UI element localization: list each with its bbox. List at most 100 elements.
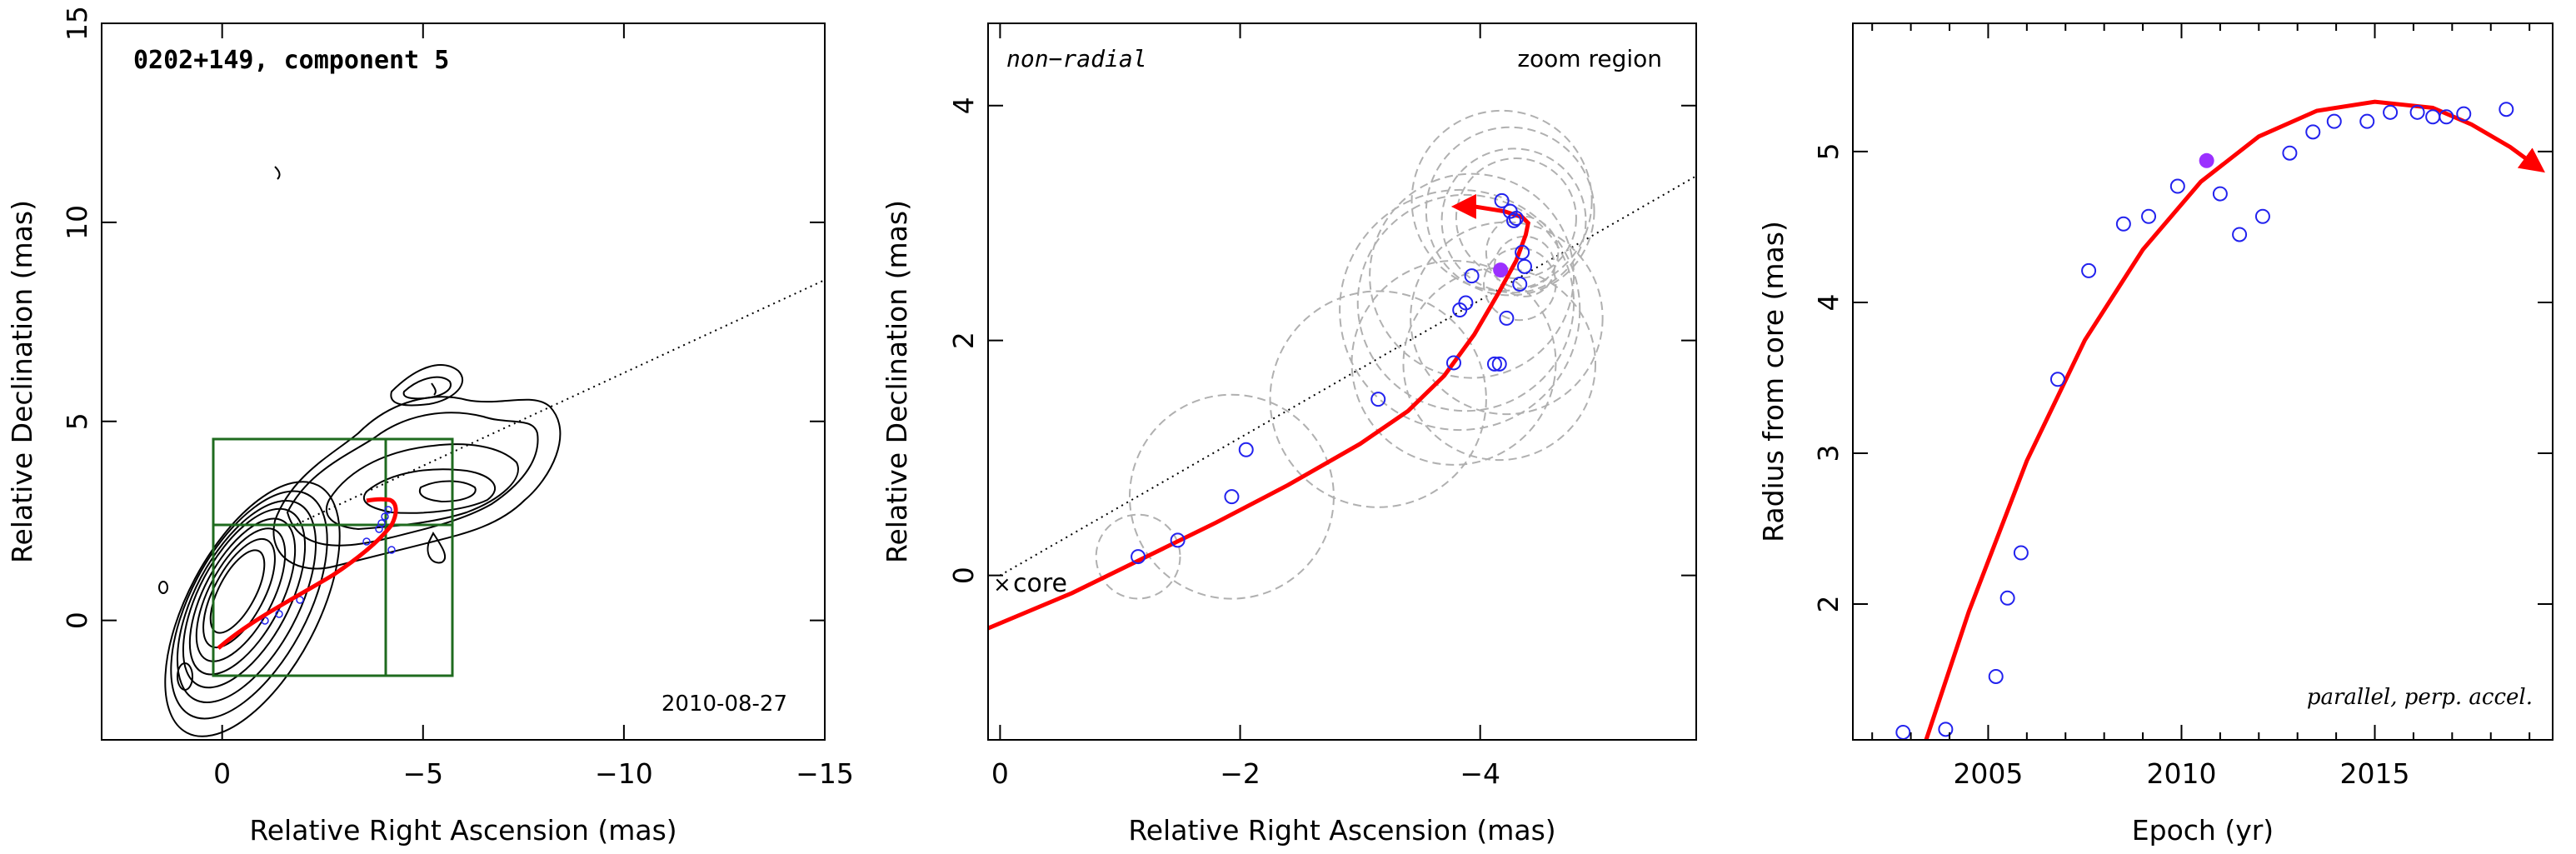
jet-contours bbox=[272, 166, 562, 570]
data-point bbox=[2282, 145, 2298, 161]
x-tick-label: −10 bbox=[595, 757, 653, 790]
data-point bbox=[2439, 109, 2454, 125]
data-point bbox=[2499, 102, 2514, 117]
panel-vlbi-map: 0 −5 −10 −15 0 5 10 15 0202+149, component 5 20… bbox=[6, 6, 854, 847]
core-contours bbox=[158, 481, 341, 737]
data-point bbox=[1458, 295, 1474, 311]
x-tick-label: −15 bbox=[796, 757, 854, 790]
data-point bbox=[2081, 262, 2097, 278]
data-point bbox=[2013, 545, 2029, 561]
zoom-region-label: zoom region bbox=[1517, 45, 1662, 72]
data-point bbox=[1224, 489, 1240, 505]
data-point bbox=[1988, 668, 2004, 684]
data-point bbox=[1499, 310, 1515, 326]
plot-frame-3 bbox=[1852, 22, 2554, 741]
error-circle bbox=[1483, 247, 1557, 322]
fit-track-overview bbox=[217, 497, 398, 650]
x-tick-label: −2 bbox=[1220, 757, 1261, 790]
data-point bbox=[1238, 442, 1254, 457]
radius-measurements bbox=[1895, 102, 2514, 740]
y-tick-label: 3 bbox=[1812, 445, 1845, 462]
x-tick-label: 0 bbox=[213, 757, 231, 790]
y-axis-label-2: Relative Declination (mas) bbox=[881, 200, 913, 563]
map-plot-area bbox=[158, 166, 825, 737]
y-axis-label-1: Relative Declination (mas) bbox=[6, 200, 38, 563]
data-point bbox=[2049, 372, 2065, 387]
data-point bbox=[1512, 276, 1528, 292]
plot-frame-1 bbox=[101, 22, 826, 741]
y-tick-label: 15 bbox=[61, 6, 93, 41]
model-label: non−radial bbox=[1006, 45, 1147, 72]
data-point bbox=[1131, 549, 1146, 565]
x-tick-label: −4 bbox=[1460, 757, 1500, 790]
data-point bbox=[2425, 109, 2441, 125]
data-point bbox=[2326, 113, 2342, 129]
data-point bbox=[1516, 258, 1532, 274]
plot-frame-2 bbox=[987, 22, 1697, 741]
error-circle bbox=[1369, 172, 1575, 379]
radius-plot-area bbox=[1895, 99, 2545, 740]
zoom-rectangle bbox=[212, 437, 454, 677]
y-tick-label: 5 bbox=[61, 412, 93, 430]
panel-zoom-trajectory: 0 −2 −4 0 2 4 non−radial zoom region × core R… bbox=[881, 22, 1697, 847]
data-point bbox=[2232, 227, 2248, 242]
y-tick-label: 2 bbox=[1812, 596, 1845, 613]
error-circle bbox=[1269, 290, 1487, 508]
y-tick-label: 0 bbox=[947, 567, 980, 584]
data-point bbox=[2254, 208, 2270, 224]
error-circle bbox=[1485, 215, 1560, 290]
x-tick-label: 2015 bbox=[2340, 757, 2410, 790]
jet-axis-line bbox=[291, 279, 825, 527]
data-point bbox=[2359, 113, 2375, 129]
zoom-plot-area bbox=[988, 109, 1696, 631]
data-point bbox=[1464, 268, 1480, 284]
data-point bbox=[2456, 106, 2472, 122]
data-point bbox=[2305, 124, 2321, 140]
data-point bbox=[2169, 178, 2185, 194]
x-axis-label-3: Epoch (yr) bbox=[2132, 814, 2274, 847]
error-circle bbox=[1440, 147, 1587, 294]
radius-fit-curve bbox=[1924, 99, 2545, 740]
error-circle bbox=[1095, 513, 1181, 600]
highlighted-epoch-point bbox=[1493, 262, 1509, 278]
x-tick-label: −5 bbox=[402, 757, 443, 790]
error-circle bbox=[1425, 126, 1595, 297]
axes-3: 2005 2010 2015 2 3 4 5 bbox=[1812, 23, 2553, 790]
panel-title: 0202+149, component 5 bbox=[133, 46, 449, 75]
jet-axis-line-zoom bbox=[999, 175, 1696, 577]
data-point bbox=[1515, 244, 1530, 260]
fit-trajectory bbox=[988, 193, 1531, 631]
data-point bbox=[1170, 532, 1186, 548]
error-circle bbox=[1402, 267, 1596, 462]
data-point bbox=[2212, 186, 2228, 202]
y-tick-label: 5 bbox=[1812, 142, 1845, 160]
component-markers bbox=[261, 506, 396, 625]
data-point bbox=[2141, 208, 2157, 224]
data-point bbox=[1486, 356, 1502, 372]
y-tick-label: 4 bbox=[947, 97, 980, 114]
zoom-box bbox=[212, 437, 454, 677]
y-axis-label-3: Radius from core (mas) bbox=[1757, 221, 1790, 542]
x-tick-label: 0 bbox=[991, 757, 1009, 790]
axes-2: 0 −2 −4 0 2 4 bbox=[947, 23, 1696, 790]
x-axis-label-2: Relative Right Ascension (mas) bbox=[1128, 814, 1555, 847]
data-point bbox=[1491, 356, 1507, 372]
data-point bbox=[1370, 392, 1386, 407]
error-circle bbox=[1339, 188, 1581, 432]
error-circle bbox=[1129, 393, 1335, 600]
data-point bbox=[2383, 104, 2399, 120]
data-point bbox=[1506, 212, 1522, 228]
highlighted-epoch-point bbox=[2199, 152, 2214, 168]
data-point bbox=[2115, 216, 2131, 232]
error-circles bbox=[1095, 109, 1604, 600]
y-tick-label: 10 bbox=[61, 205, 93, 240]
data-point bbox=[1494, 192, 1510, 208]
x-axis-label-1: Relative Right Ascension (mas) bbox=[249, 814, 676, 847]
x-tick-label: 2010 bbox=[2146, 757, 2216, 790]
acceleration-note: parallel, perp. accel. bbox=[2307, 685, 2533, 710]
data-point bbox=[1445, 355, 1461, 371]
epoch-date-label: 2010-08-27 bbox=[661, 692, 787, 717]
y-tick-label: 0 bbox=[61, 612, 93, 629]
axes-1: 0 −5 −10 −15 0 5 10 15 bbox=[61, 6, 854, 790]
